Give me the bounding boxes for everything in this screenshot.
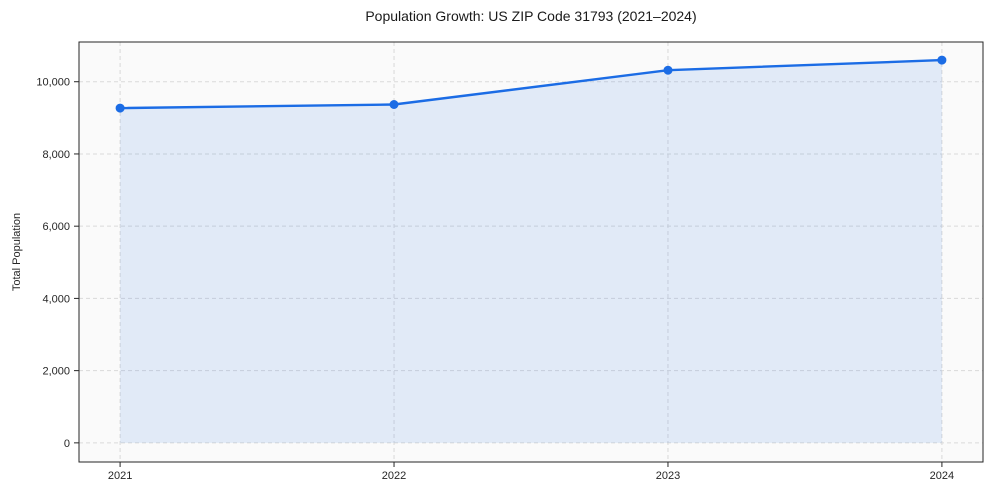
x-tick-label: 2024: [930, 470, 954, 482]
x-tick-label: 2022: [382, 470, 406, 482]
chart-title: Population Growth: US ZIP Code 31793 (20…: [365, 8, 697, 24]
y-tick-label: 0: [64, 438, 70, 450]
y-tick-label: 4,000: [42, 293, 70, 305]
y-tick-label: 8,000: [42, 149, 70, 161]
y-tick-label: 10,000: [36, 77, 70, 89]
series-line: [118, 58, 944, 110]
data-point-marker: [937, 55, 947, 65]
y-tick-label: 6,000: [42, 221, 70, 233]
data-point-marker: [389, 100, 399, 109]
plot-border: [78, 41, 984, 463]
data-point-marker: [115, 103, 125, 113]
series-area-fill: [120, 60, 942, 443]
x-tick-label: 2021: [108, 470, 132, 482]
x-tick-label: 2023: [656, 470, 680, 482]
plot-area-background: [79, 42, 983, 462]
data-point-marker: [663, 65, 673, 75]
y-tick-label: 2,000: [42, 366, 70, 378]
